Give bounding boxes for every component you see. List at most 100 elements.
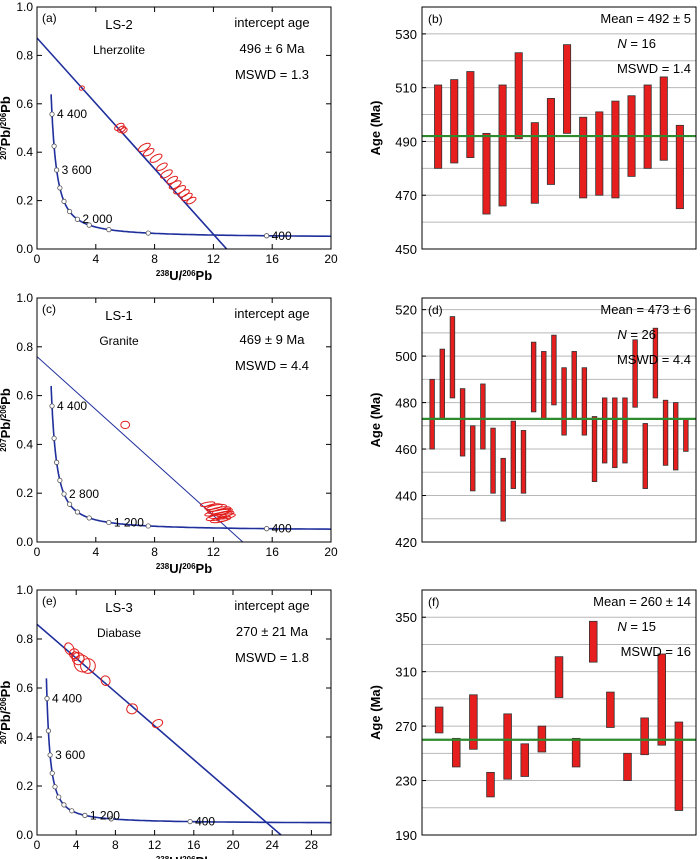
stats-line: Mean = 492 ± 5 (600, 11, 691, 26)
age-bar (434, 706, 444, 734)
analysis-ellipse (186, 196, 197, 205)
y-tick-label: 0.8 (16, 632, 33, 646)
concordia-curve (45, 678, 331, 824)
y-tick-label: 520 (395, 303, 417, 318)
x-axis-title: 238U/206Pb (156, 268, 212, 283)
concordia-age-label: 3 600 (55, 748, 85, 762)
concordia-age-label: 1 200 (90, 808, 120, 822)
concordia-age-marker (264, 526, 270, 532)
analysis-ellipse (126, 703, 138, 715)
rock-type: Diabase (97, 626, 141, 640)
panel-f: 190 230 270 310 350 (f) Mean = 260 ± 14 N = 15 M… (368, 589, 697, 843)
concordia-age-marker (82, 812, 88, 818)
stats-line: MSWD = 4.4 (235, 358, 309, 373)
concordia-age-marker (145, 230, 151, 236)
age-bar (480, 383, 486, 450)
y-tick-label: 460 (395, 442, 417, 457)
age-bar (643, 84, 652, 169)
stats-line: intercept age (234, 15, 309, 30)
y-tick-label: 510 (395, 81, 417, 96)
concordia-age-label: 3 600 (62, 163, 92, 177)
discordia-line (37, 623, 283, 835)
concordia-age-label: 4 400 (52, 692, 82, 706)
concordia-age-marker (86, 515, 92, 521)
analysis-ellipse (68, 648, 80, 660)
plot-area (37, 356, 331, 542)
x-axis-title: 238U/206Pb (156, 854, 212, 859)
age-bar (612, 397, 618, 469)
plot-area (37, 623, 331, 835)
y-tick-label: 0.4 (16, 437, 33, 451)
y-tick-label: 0.2 (16, 194, 33, 208)
age-bar (482, 132, 491, 215)
y-tick-label: 0.6 (16, 681, 33, 695)
age-bar (466, 71, 475, 158)
plot-frame (36, 297, 332, 543)
plot-frame (421, 589, 697, 836)
age-bar (520, 430, 527, 494)
y-axis-title: 207Pb/206Pb (0, 96, 13, 160)
plot-frame (421, 6, 697, 250)
age-bar (551, 334, 557, 406)
concordia-age-marker (61, 198, 67, 204)
age-bar (439, 348, 445, 420)
stats-line: 469 ± 9 Ma (240, 332, 306, 347)
panel-letter: (a) (42, 11, 57, 25)
discordia-line (37, 37, 228, 249)
y-tick-label: 1.0 (16, 291, 33, 305)
concordia-age-marker (49, 403, 55, 409)
y-tick-label: 440 (395, 489, 417, 504)
panel-c: 0 4 8 12 16 20 0.0 0.2 0.4 0.6 0.8 1.0 4 400 2 800 1 2… (0, 291, 338, 576)
age-bar (642, 423, 648, 489)
age-bar (429, 378, 435, 450)
panel-letter: (d) (428, 303, 443, 317)
stats-line: MSWD = 1.3 (235, 67, 309, 82)
stats-line: intercept age (234, 306, 309, 321)
age-bar (451, 737, 461, 768)
rock-type: Lherzolite (93, 43, 145, 57)
analysis-ellipse (149, 153, 163, 163)
analysis-ellipse (168, 180, 182, 190)
concordia-age-marker (74, 216, 81, 222)
age-bar (554, 656, 564, 698)
stats-line: N = 15 (617, 619, 656, 634)
stats-line: MSWD = 16 (621, 644, 691, 659)
age-bar (611, 100, 620, 199)
y-tick-label: 0.0 (16, 535, 33, 549)
age-bar (503, 713, 512, 780)
age-bar (486, 771, 495, 798)
stats-line: Mean = 473 ± 6 (600, 302, 691, 317)
y-tick-label: 0.4 (16, 730, 33, 744)
y-axis-title: 207Pb/206Pb (0, 681, 13, 745)
sample-name: LS-3 (105, 600, 132, 615)
analysis-ellipse (100, 675, 111, 686)
x-tick-label: 28 (305, 838, 319, 852)
y-tick-label: 530 (395, 27, 417, 42)
sample-name: LS-1 (105, 308, 132, 323)
concordia-age-marker (86, 222, 92, 228)
stats-line: MSWD = 1.8 (235, 650, 309, 665)
y-tick-label: 310 (395, 665, 417, 680)
concordia-age-label: 2 800 (69, 487, 99, 501)
analysis-ellipse (120, 420, 131, 430)
y-tick-label: 0.2 (16, 486, 33, 500)
age-bar (449, 316, 456, 399)
age-bar (530, 122, 539, 204)
analysis-ellipse (78, 85, 85, 91)
age-bar (657, 653, 667, 746)
plot-area (37, 37, 331, 249)
y-tick-label: 270 (395, 719, 417, 734)
y-axis-title: Age (Ma) (368, 101, 383, 156)
panel-d: 420 440 460 480 500 520 (d) Mean = 473 ± 6 N = 2… (368, 297, 697, 550)
age-bar (622, 397, 628, 464)
concordia-age-marker (57, 477, 63, 484)
age-bar (674, 721, 684, 811)
concordia-age-marker (49, 770, 55, 776)
concordia-age-marker (106, 227, 112, 233)
analysis-ellipse (210, 516, 229, 524)
concordia-age-marker (44, 695, 50, 702)
y-tick-label: 0.4 (16, 145, 33, 159)
analysis-ellipse (119, 127, 128, 134)
age-bar (546, 98, 555, 185)
